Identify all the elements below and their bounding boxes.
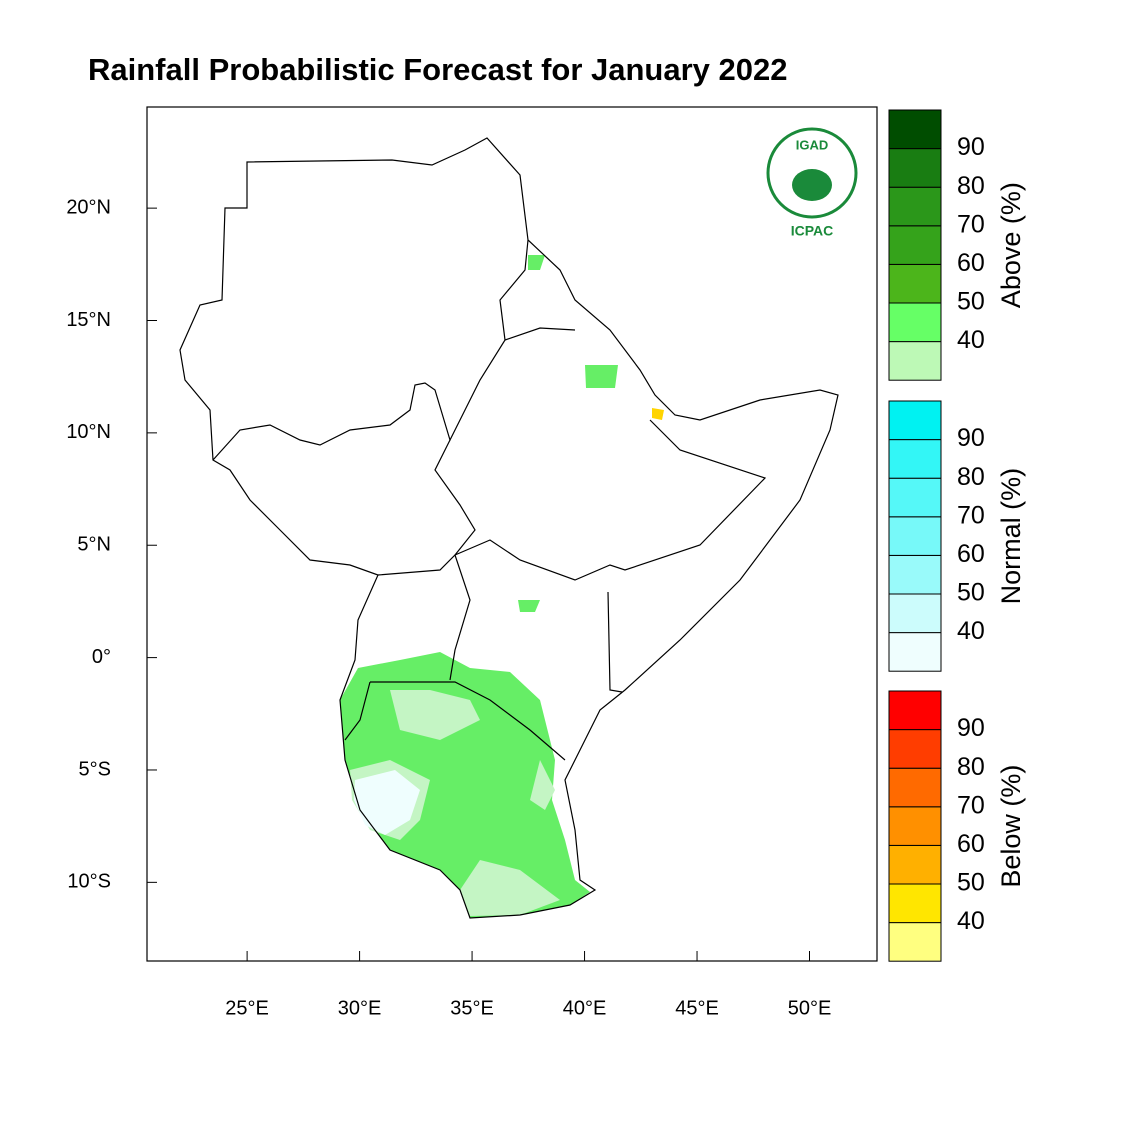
colorbar-tick-label: 60 bbox=[957, 830, 985, 858]
colorbar-tick-label: 70 bbox=[957, 210, 985, 238]
colorbar-box bbox=[888, 632, 942, 672]
colorbar-box bbox=[888, 148, 942, 188]
colorbar-box bbox=[888, 186, 942, 227]
colorbar-label: Above (%) bbox=[996, 182, 1026, 308]
y-tick-label: 20°N bbox=[66, 196, 111, 218]
colorbar-tick-label: 40 bbox=[957, 617, 985, 645]
colorbar-box bbox=[888, 883, 942, 924]
colorbar-box bbox=[888, 477, 942, 518]
colorbar-label: Below (%) bbox=[996, 765, 1026, 888]
y-tick-label: 10°S bbox=[67, 871, 111, 893]
country-borders bbox=[179, 137, 839, 919]
logo-africa bbox=[792, 169, 832, 201]
colorbar-box bbox=[888, 767, 942, 808]
colorbar-box bbox=[888, 302, 942, 343]
colorbar-box bbox=[888, 263, 942, 304]
colorbar-box bbox=[888, 806, 942, 846]
colorbar-tick-label: 80 bbox=[957, 753, 985, 781]
colorbar-box bbox=[888, 844, 942, 885]
colorbar-tick-label: 90 bbox=[957, 714, 985, 742]
colorbar-box bbox=[888, 729, 942, 769]
colorbar-box bbox=[888, 690, 942, 731]
below-50 bbox=[652, 408, 664, 420]
normal-40 bbox=[354, 770, 420, 835]
x-tick-label: 35°E bbox=[450, 997, 494, 1019]
colorbar-box bbox=[888, 225, 942, 265]
colorbar-tick-label: 60 bbox=[957, 540, 985, 568]
x-tick-label: 50°E bbox=[788, 997, 832, 1019]
logo-top: IGAD bbox=[796, 137, 829, 152]
x-tick-label: 30°E bbox=[338, 997, 382, 1019]
colorbar-box bbox=[888, 109, 942, 150]
x-tick-label: 40°E bbox=[563, 997, 607, 1019]
colorbar-label: Normal (%) bbox=[996, 468, 1026, 605]
colorbar-tick-label: 50 bbox=[957, 869, 985, 897]
colorbar-tick-label: 40 bbox=[957, 326, 985, 354]
colorbar-tick-label: 80 bbox=[957, 463, 985, 491]
colorbar-tick-label: 80 bbox=[957, 172, 985, 200]
colorbar-tick-label: 90 bbox=[957, 133, 985, 161]
colorbar-box bbox=[888, 439, 942, 479]
x-tick-label: 25°E bbox=[225, 997, 269, 1019]
colorbar-tick-label: 70 bbox=[957, 791, 985, 819]
colorbar-box bbox=[888, 593, 942, 634]
title: Rainfall Probabilistic Forecast for Janu… bbox=[88, 52, 787, 87]
colorbar-tick-label: 70 bbox=[957, 501, 985, 529]
colorbar-tick-label: 90 bbox=[957, 424, 985, 452]
logo-bottom: ICPAC bbox=[791, 223, 834, 239]
colorbar-tick-label: 50 bbox=[957, 579, 985, 607]
colorbar-tick-label: 50 bbox=[957, 288, 985, 316]
x-tick-label: 45°E bbox=[675, 997, 719, 1019]
colorbar-box bbox=[888, 341, 942, 381]
y-tick-label: 5°N bbox=[77, 534, 111, 556]
logo: IGAD ICPAC bbox=[766, 127, 858, 239]
colorbar-box bbox=[888, 554, 942, 595]
colorbar-box bbox=[888, 922, 942, 962]
colorbar-tick-label: 60 bbox=[957, 249, 985, 277]
y-tick-label: 10°N bbox=[66, 421, 111, 443]
colorbar-box bbox=[888, 400, 942, 441]
colorbar-tick-label: 40 bbox=[957, 907, 985, 935]
y-tick-label: 5°S bbox=[79, 758, 111, 780]
colorbar-box bbox=[888, 516, 942, 556]
y-tick-label: 0° bbox=[92, 646, 111, 668]
y-tick-label: 15°N bbox=[66, 309, 111, 331]
forecast-shading bbox=[340, 255, 664, 918]
